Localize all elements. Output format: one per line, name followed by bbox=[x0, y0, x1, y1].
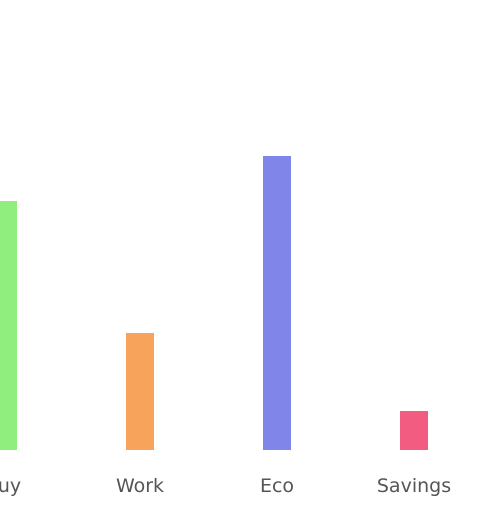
category-label-buy: Buy bbox=[0, 475, 21, 497]
bars-layer bbox=[0, 156, 428, 450]
bar-savings bbox=[400, 411, 428, 450]
category-label-eco: Eco bbox=[260, 475, 294, 497]
category-label-work: Work bbox=[116, 475, 164, 497]
bar-buy bbox=[0, 201, 17, 450]
bar-work bbox=[126, 333, 154, 450]
category-label-savings: Savings bbox=[377, 475, 451, 497]
bar-eco bbox=[263, 156, 291, 450]
category-labels: Buy Work Eco Savings bbox=[0, 475, 451, 497]
